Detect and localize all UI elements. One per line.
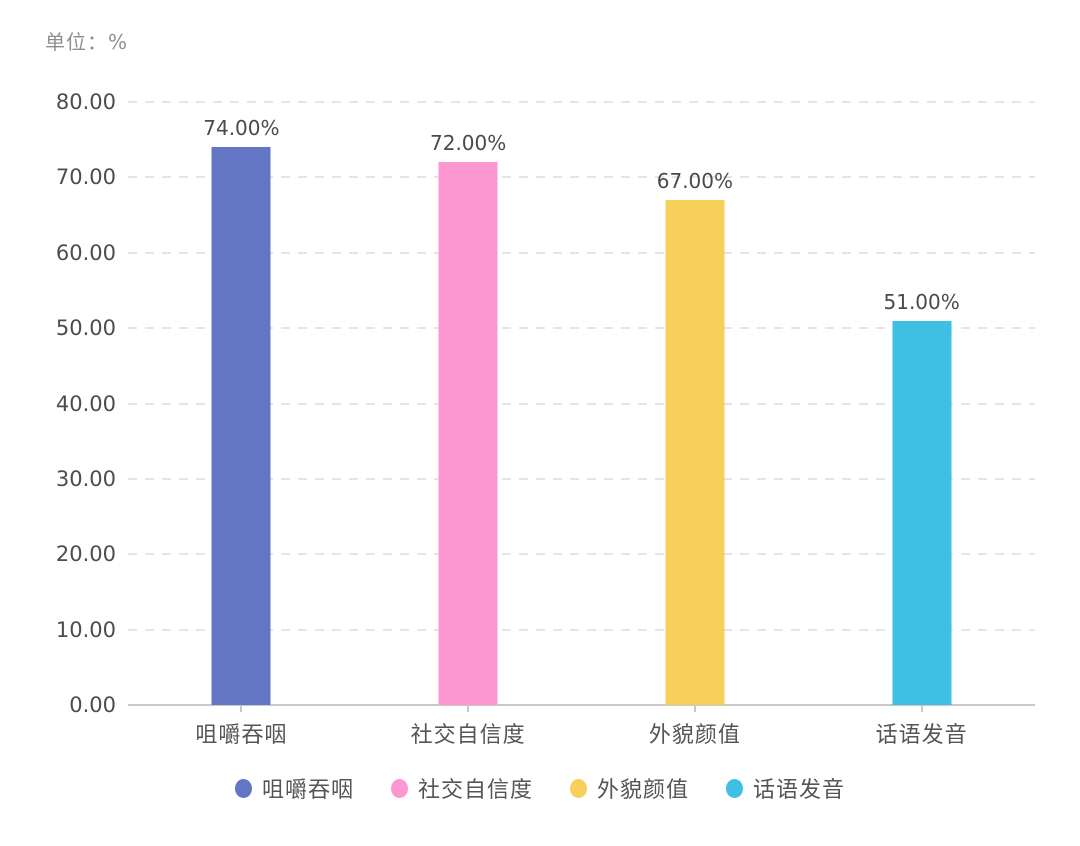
y-axis-tick-label: 40.00 — [55, 391, 116, 416]
legend-label: 社交自信度 — [417, 778, 533, 803]
legend-marker-icon — [726, 778, 744, 798]
y-axis-tick-label: 30.00 — [55, 466, 116, 491]
plot-area: 74.00% 72.00% 67.00% 51.00% — [128, 101, 1035, 706]
y-axis-tick-label: 50.00 — [55, 316, 116, 341]
gridline — [128, 477, 1035, 480]
legend-label: 咀嚼吞咽 — [261, 778, 354, 803]
x-axis-line — [128, 704, 1035, 706]
y-axis-labels: 80.00 70.00 60.00 50.00 40.00 30.00 20.00 10.00… — [28, 90, 116, 717]
legend-marker-icon — [570, 778, 587, 798]
y-axis-tick-label: 60.00 — [55, 240, 116, 265]
legend-item-咀嚼吞咽[interactable]: 咀嚼吞咽 — [234, 772, 354, 804]
bar-咀嚼吞咽[interactable] — [211, 147, 271, 705]
legend-marker-icon — [390, 778, 408, 798]
unit-label: 单位：% — [45, 30, 129, 54]
x-axis-category-label: 话语发音 — [875, 723, 968, 748]
gridline — [128, 553, 1035, 556]
legend: 咀嚼吞咽 社交自信度 外貌颜值 话语发音 — [0, 772, 1080, 804]
bar-value-label: 67.00% — [656, 168, 734, 193]
gridline — [128, 101, 1035, 103]
x-axis-tick — [920, 705, 923, 712]
x-axis-tick — [693, 705, 696, 712]
y-axis-tick-label: 20.00 — [55, 542, 116, 567]
bar-value-label: 72.00% — [429, 131, 507, 156]
x-axis-tick — [467, 705, 470, 712]
legend-label: 话语发音 — [753, 778, 846, 803]
gridline — [128, 402, 1035, 405]
legend-item-话语发音[interactable]: 话语发音 — [726, 772, 845, 804]
gridline — [128, 327, 1035, 330]
bar-外貌颜值[interactable] — [665, 200, 725, 705]
x-axis-category-label: 外貌颜值 — [648, 723, 741, 748]
bar-value-label: 74.00% — [203, 116, 280, 141]
gridline — [128, 176, 1035, 179]
legend-item-外貌颜值[interactable]: 外貌颜值 — [570, 772, 689, 804]
y-axis-tick-label: 0.00 — [69, 693, 116, 717]
bar-话语发音[interactable] — [892, 320, 952, 705]
bar-value-label: 51.00% — [883, 289, 960, 314]
x-axis-category-label: 社交自信度 — [410, 723, 526, 748]
legend-label: 外貌颜值 — [597, 778, 690, 803]
x-axis-category-label: 咀嚼吞咽 — [195, 723, 288, 748]
x-axis-tick — [240, 705, 243, 712]
y-axis-tick-label: 10.00 — [55, 617, 116, 642]
gridline — [128, 628, 1035, 631]
bar-社交自信度[interactable] — [438, 162, 498, 705]
gridline — [128, 251, 1035, 254]
legend-item-社交自信度[interactable]: 社交自信度 — [390, 772, 533, 804]
y-axis-tick-label: 80.00 — [55, 90, 116, 114]
y-axis-tick-label: 70.00 — [55, 165, 116, 190]
legend-marker-icon — [234, 778, 252, 798]
